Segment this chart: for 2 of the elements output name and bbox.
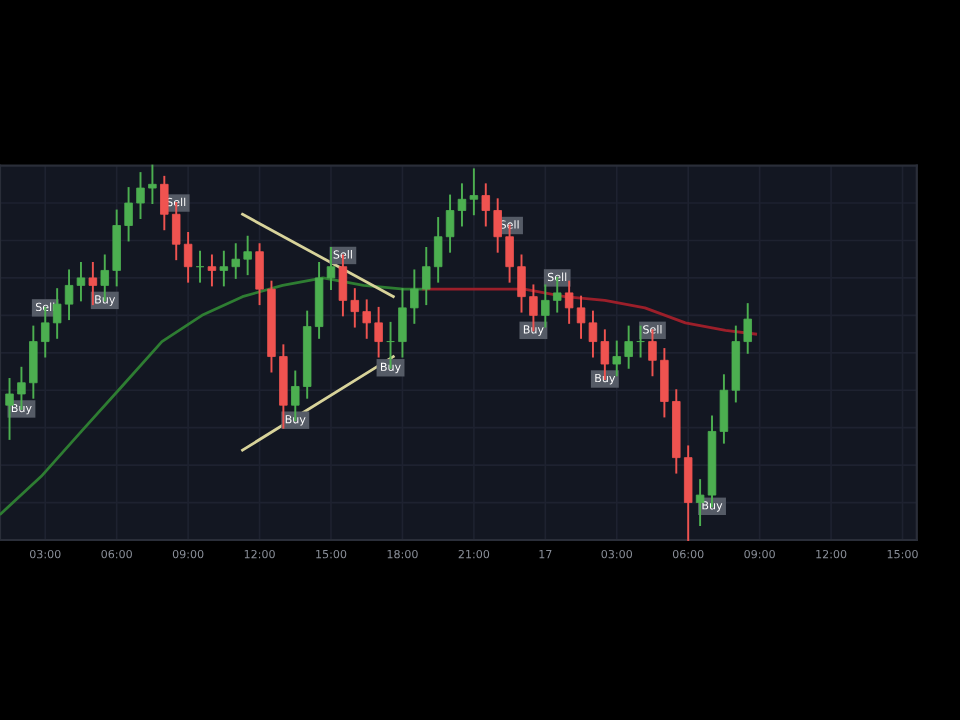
candlestick (88, 261, 98, 306)
candlestick (207, 254, 217, 287)
